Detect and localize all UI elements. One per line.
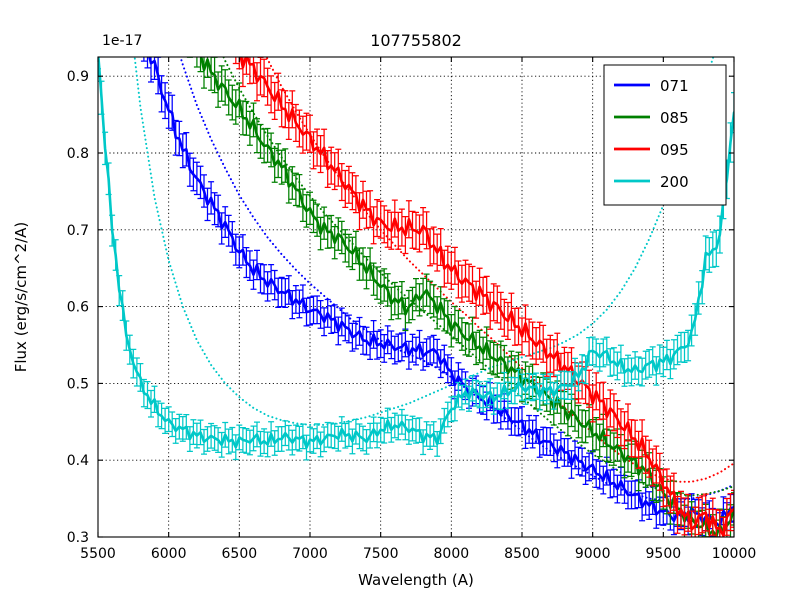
data-layer <box>98 57 734 537</box>
y-axis-title: Flux (erg/s/cm^2/A) <box>12 222 30 373</box>
x-tick-label: 7000 <box>292 546 328 562</box>
x-tick-label: 9000 <box>575 546 611 562</box>
y-axis-offset-label: 1e-17 <box>102 33 142 49</box>
x-tick-label: 8000 <box>434 546 470 562</box>
model-curve-095-model <box>265 57 734 483</box>
legend-layer[interactable]: 071 085 095 200 <box>603 64 727 206</box>
y-tick-label: 0.5 <box>67 376 89 392</box>
legend-entry-200[interactable]: 200 <box>614 173 689 191</box>
x-tick-label: 7500 <box>363 546 399 562</box>
series-071 <box>140 57 734 537</box>
model-curve-085-model <box>222 57 734 497</box>
line-085 <box>199 57 734 537</box>
labels-layer: 5500 6000 6500 7000 7500 8000 8500 9000 9500 1000… <box>12 31 756 589</box>
axes-layer <box>97 56 735 538</box>
legend-entry-085[interactable]: 085 <box>614 109 689 127</box>
y-tick-label: 0.3 <box>67 530 89 546</box>
y-tick-label: 0.7 <box>67 223 89 239</box>
legend-entry-095[interactable]: 095 <box>614 141 689 159</box>
legend-label-085: 085 <box>660 109 689 127</box>
legend-label-071: 071 <box>660 77 689 95</box>
axes-frame <box>97 56 735 538</box>
plot-title: 107755802 <box>370 31 462 50</box>
legend-label-200: 200 <box>660 173 689 191</box>
series-200 <box>98 57 734 461</box>
line-071 <box>148 57 734 528</box>
legend-label-095: 095 <box>660 141 689 159</box>
y-tick-label: 0.8 <box>67 146 89 162</box>
y-tick-label: 0.6 <box>67 300 89 316</box>
y-tick-label: 0.9 <box>67 69 89 85</box>
legend-entry-071[interactable]: 071 <box>614 77 689 95</box>
line-095 <box>239 57 734 537</box>
errorbars-095 <box>225 57 734 537</box>
x-tick-label: 5500 <box>80 546 116 562</box>
series-095 <box>225 57 734 537</box>
x-tick-label: 8500 <box>504 546 540 562</box>
line-200 <box>98 57 734 449</box>
x-tick-label: 6500 <box>222 546 258 562</box>
x-axis-title: Wavelength (A) <box>358 571 474 589</box>
x-tick-label: 6000 <box>151 546 187 562</box>
x-tick-label: 9500 <box>646 546 682 562</box>
series-085 <box>186 57 734 537</box>
y-tick-label: 0.4 <box>67 453 89 469</box>
x-tick-label: 10000 <box>712 546 757 562</box>
